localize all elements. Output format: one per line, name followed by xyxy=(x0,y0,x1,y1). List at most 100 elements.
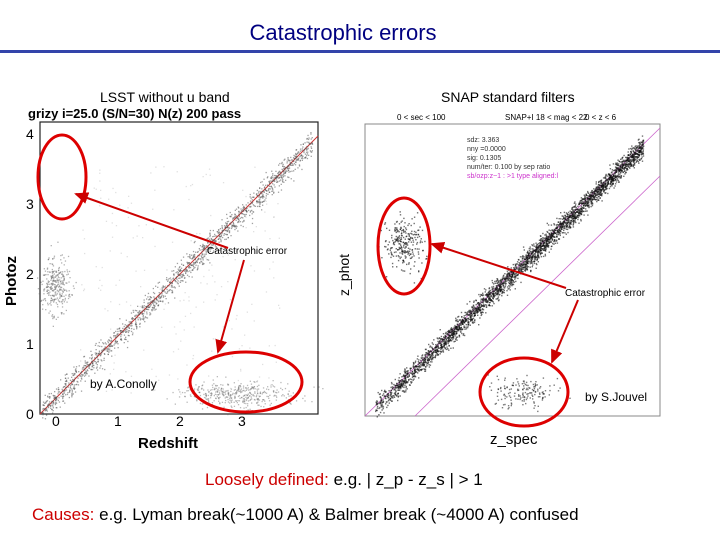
scatter-point xyxy=(65,384,67,386)
scatter-point xyxy=(98,350,101,352)
scatter-point xyxy=(395,387,397,389)
scatter-point xyxy=(229,211,231,214)
scatter-point xyxy=(640,158,642,160)
scatter-point xyxy=(607,192,609,195)
scatter-point xyxy=(583,194,585,196)
scatter-point xyxy=(267,395,270,398)
scatter-point xyxy=(609,179,611,181)
scatter-point xyxy=(612,178,615,180)
scatter-point xyxy=(109,382,111,384)
scatter-point xyxy=(482,292,484,294)
scatter-point xyxy=(173,279,175,281)
scatter-point xyxy=(566,224,568,226)
scatter-point xyxy=(94,358,96,360)
scatter-point xyxy=(227,391,229,393)
scatter-point xyxy=(46,283,49,285)
scatter-point xyxy=(120,334,123,336)
scatter-point xyxy=(184,396,186,398)
scatter-point xyxy=(468,309,470,312)
scatter-point xyxy=(189,266,192,269)
scatter-point xyxy=(278,170,281,172)
scatter-point xyxy=(117,333,119,335)
scatter-point xyxy=(593,192,596,194)
scatter-point xyxy=(288,395,290,397)
scatter-point xyxy=(448,349,450,351)
scatter-point xyxy=(524,267,527,269)
scatter-point xyxy=(48,293,50,295)
scatter-point xyxy=(590,194,592,196)
scatter-point xyxy=(626,169,628,171)
scatter-point xyxy=(464,317,467,319)
scatter-point xyxy=(193,326,195,328)
scatter-point xyxy=(491,292,493,294)
scatter-point xyxy=(286,162,288,164)
scatter-point xyxy=(173,270,175,272)
scatter-point xyxy=(189,389,191,391)
scatter-point xyxy=(442,333,445,335)
scatter-point xyxy=(431,361,433,363)
scatter-point xyxy=(178,269,180,272)
scatter-point xyxy=(578,211,580,213)
scatter-point xyxy=(379,406,381,409)
scatter-point xyxy=(382,406,385,408)
scatter-point xyxy=(414,374,416,377)
scatter-point xyxy=(479,309,482,312)
scatter-point xyxy=(487,300,489,302)
scatter-point xyxy=(198,391,200,393)
scatter-point xyxy=(211,241,213,243)
scatter-point xyxy=(241,216,243,219)
scatter-point xyxy=(55,281,57,283)
scatter-point xyxy=(47,406,49,408)
scatter-point xyxy=(205,253,207,255)
scatter-point xyxy=(376,401,379,403)
scatter-point xyxy=(63,295,65,297)
scatter-point xyxy=(85,362,87,364)
scatter-point xyxy=(236,391,238,393)
scatter-point xyxy=(195,251,197,253)
scatter-point xyxy=(455,319,457,321)
scatter-point xyxy=(284,158,286,160)
scatter-point xyxy=(62,282,64,284)
scatter-point xyxy=(186,364,188,366)
scatter-point xyxy=(226,223,228,225)
scatter-point xyxy=(146,317,149,319)
scatter-point xyxy=(127,216,130,219)
scatter-point xyxy=(159,297,162,299)
scatter-point xyxy=(113,336,115,339)
scatter-point xyxy=(234,259,236,261)
scatter-point xyxy=(280,173,282,175)
scatter-point xyxy=(208,391,210,393)
scatter-point xyxy=(253,196,255,198)
scatter-point xyxy=(59,301,61,303)
scatter-point xyxy=(447,336,449,339)
scatter-point xyxy=(465,319,468,321)
scatter-point xyxy=(426,356,428,358)
scatter-point xyxy=(239,390,242,393)
scatter-point xyxy=(300,144,302,146)
scatter-point xyxy=(71,389,73,392)
scatter-point xyxy=(398,383,400,386)
scatter-point xyxy=(605,192,607,194)
scatter-point xyxy=(118,328,120,330)
scatter-point xyxy=(482,302,485,304)
scatter-point xyxy=(75,370,77,373)
scatter-point xyxy=(211,389,213,391)
scatter-point xyxy=(46,289,49,291)
scatter-point xyxy=(110,345,112,347)
scatter-point xyxy=(612,169,615,172)
scatter-point xyxy=(495,293,498,295)
scatter-point xyxy=(458,323,461,325)
scatter-point xyxy=(107,348,110,350)
scatter-point xyxy=(73,387,75,389)
scatter-point xyxy=(584,195,586,197)
scatter-point xyxy=(227,229,229,231)
scatter-point xyxy=(267,188,270,190)
scatter-point xyxy=(63,278,65,280)
scatter-point xyxy=(79,375,81,377)
scatter-point xyxy=(473,310,475,312)
scatter-point xyxy=(273,179,275,181)
scatter-point xyxy=(65,387,67,389)
scatter-point xyxy=(488,292,490,294)
scatter-point xyxy=(424,368,426,371)
scatter-point xyxy=(245,389,248,391)
